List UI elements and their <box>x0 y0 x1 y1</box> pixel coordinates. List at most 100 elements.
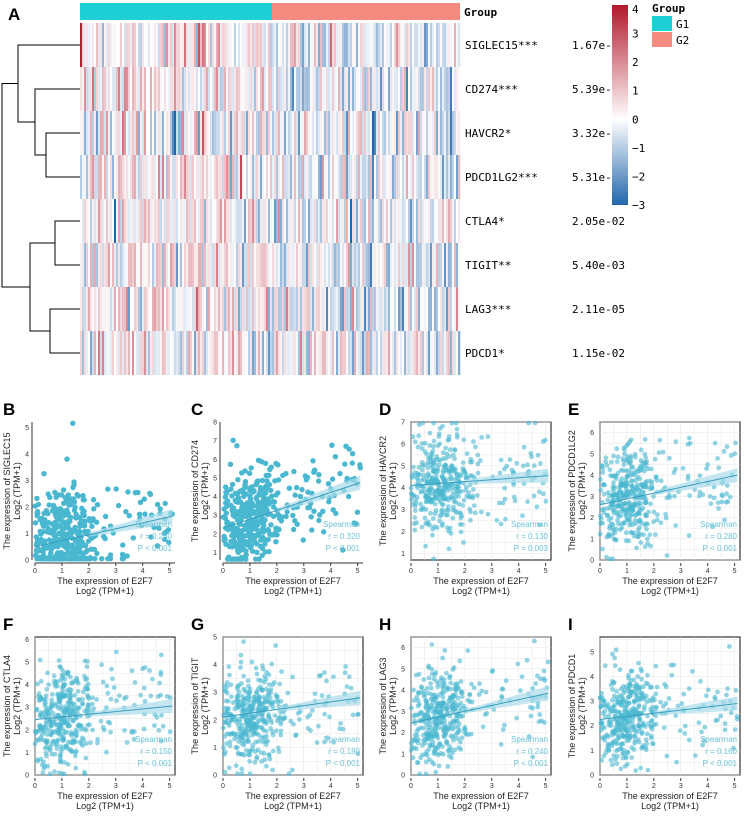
scatter-point <box>645 541 651 546</box>
scatter-point <box>55 679 60 684</box>
heatmap-cell <box>236 199 239 243</box>
heatmap-cell <box>242 199 245 243</box>
heatmap-cell <box>182 111 185 155</box>
scatter-point <box>646 509 651 515</box>
heatmap-cell <box>254 243 257 287</box>
heatmap-cell <box>250 67 253 111</box>
heatmap-cell <box>260 111 263 155</box>
scatter-point <box>59 556 66 562</box>
heatmap-cell <box>374 199 377 243</box>
heatmap-cell <box>408 243 411 287</box>
scatter-point <box>657 437 663 443</box>
scatter-point <box>411 687 416 693</box>
scatter-point <box>91 546 98 553</box>
scatter-point <box>272 532 278 538</box>
heatmap-cell <box>376 331 379 375</box>
heatmap-cell <box>436 67 439 111</box>
scatter-point <box>91 506 97 512</box>
scatter-point <box>243 548 249 554</box>
scatter-point <box>443 445 448 451</box>
scatter-point <box>648 466 654 472</box>
scatter-point <box>222 769 228 775</box>
heatmap-cell <box>90 331 93 375</box>
heatmap-cell <box>344 287 347 331</box>
heatmap-cell <box>182 287 185 331</box>
heatmap-cell <box>112 331 115 375</box>
heatmap-cell <box>440 199 443 243</box>
heatmap-cell <box>284 23 287 67</box>
scatter-point <box>441 681 446 686</box>
heatmap-cell <box>414 199 417 243</box>
heatmap-cell <box>250 111 253 155</box>
scatter-point <box>290 526 297 533</box>
scatter-point <box>75 493 82 499</box>
scatter-point <box>540 439 546 444</box>
heatmap-cell <box>268 111 271 155</box>
heatmap-cell <box>438 199 441 243</box>
heatmap-cell <box>356 287 359 331</box>
heatmap-cell <box>256 111 259 155</box>
scatter-point <box>262 757 268 763</box>
scatter-point <box>644 526 649 532</box>
heatmap-cell <box>404 243 407 287</box>
heatmap-cell <box>370 287 373 331</box>
heatmap-cell <box>316 23 319 67</box>
heatmap-cell <box>122 199 125 243</box>
heatmap-cell <box>162 111 165 155</box>
scatter-point <box>651 509 657 515</box>
heatmap-cell <box>150 23 153 67</box>
heatmap-cell <box>170 287 173 331</box>
scatter-point <box>60 689 65 695</box>
heatmap-cell <box>228 23 231 67</box>
heatmap-cell <box>328 67 331 111</box>
scatter-point <box>642 483 648 488</box>
heatmap-cell <box>244 67 247 111</box>
scatter-point <box>32 552 39 559</box>
y-tick-label: 6 <box>25 637 29 644</box>
heatmap-cell <box>370 155 373 199</box>
scatter-point <box>647 532 653 538</box>
heatmap-cell <box>314 331 317 375</box>
heatmap-cell <box>412 199 415 243</box>
heatmap-cell <box>108 287 111 331</box>
legend-label: G1 <box>676 18 689 31</box>
heatmap-cell <box>384 67 387 111</box>
scatter-point <box>270 682 276 688</box>
heatmap-cell <box>450 23 453 67</box>
scatter-point <box>266 682 272 687</box>
heatmap-cell <box>92 67 95 111</box>
scatter-point <box>635 474 640 480</box>
heatmap-cell <box>320 23 323 67</box>
heatmap-cell <box>252 331 255 375</box>
heatmap-cell <box>220 155 223 199</box>
heatmap-cell <box>172 199 175 243</box>
heatmap-cell <box>456 67 459 111</box>
stat-method: Spearman <box>700 520 737 529</box>
heatmap-cell <box>116 287 119 331</box>
scatter-point <box>243 748 249 753</box>
y-tick-label: 0 <box>213 773 217 780</box>
heatmap-cell <box>194 199 197 243</box>
scatter-point <box>712 440 718 446</box>
scatter-point <box>449 704 455 710</box>
heatmap-cell <box>302 287 305 331</box>
heatmap-cell <box>340 287 343 331</box>
heatmap-cell <box>170 67 173 111</box>
scatter-point <box>107 552 114 558</box>
heatmap-cell <box>180 243 183 287</box>
heatmap-cell <box>346 111 349 155</box>
scatter-point <box>422 515 428 521</box>
scatter-point <box>354 509 361 515</box>
heatmap-cell <box>162 287 165 331</box>
heatmap-cell <box>296 287 299 331</box>
heatmap-cell <box>344 23 347 67</box>
heatmap-cell <box>248 111 251 155</box>
heatmap-cell <box>106 111 109 155</box>
scatter-point <box>439 711 444 717</box>
scatter-point <box>426 746 432 752</box>
heatmap-cell <box>140 243 143 287</box>
colorbar-tick: 4 <box>632 3 639 16</box>
heatmap-cell <box>170 243 173 287</box>
heatmap-cell <box>244 243 247 287</box>
